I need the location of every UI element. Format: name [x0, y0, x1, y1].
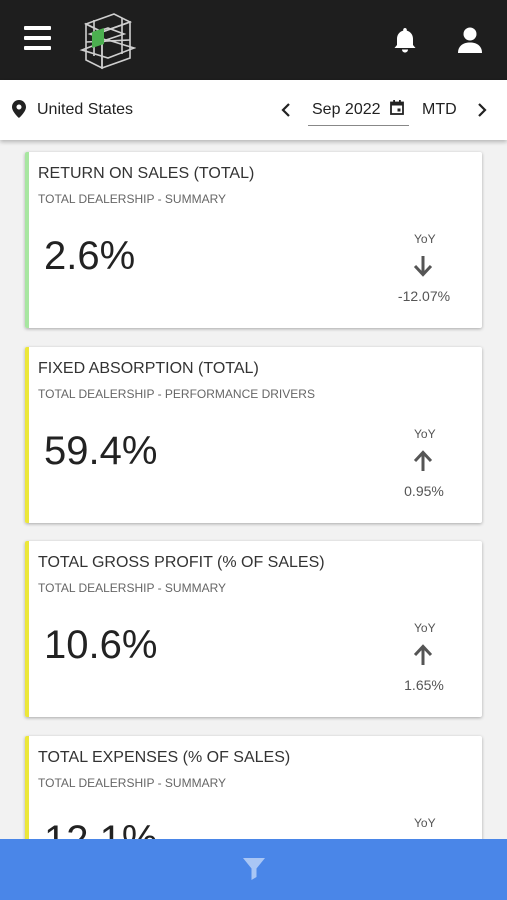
kpi-card-return-on-sales[interactable]: RETURN ON SALES (TOTAL) TOTAL DEALERSHIP… [25, 152, 482, 328]
country-selector[interactable]: United States [37, 101, 134, 118]
bell-icon[interactable] [392, 26, 418, 54]
app-header [0, 0, 507, 80]
filter-icon[interactable] [242, 857, 266, 881]
yoy-change: 0.95% [404, 483, 444, 499]
card-accent [25, 736, 29, 900]
card-subtitle: TOTAL DEALERSHIP - SUMMARY [38, 776, 227, 790]
card-title: TOTAL EXPENSES (% OF SALES) [38, 749, 291, 766]
card-value: 59.4% [44, 429, 158, 473]
filter-bottom-bar[interactable] [0, 839, 507, 900]
filter-bar: United States Sep 2022 MTD [0, 80, 507, 140]
arrow-up-icon [413, 644, 433, 665]
card-accent [25, 347, 29, 523]
date-picker[interactable]: Sep 2022 [308, 92, 409, 126]
card-title: RETURN ON SALES (TOTAL) [38, 165, 255, 182]
card-title: TOTAL GROSS PROFIT (% OF SALES) [38, 554, 325, 571]
calendar-icon [390, 100, 404, 115]
card-subtitle: TOTAL DEALERSHIP - PERFORMANCE DRIVERS [38, 387, 315, 401]
yoy-change: -12.07% [397, 288, 451, 304]
card-accent [25, 152, 29, 328]
card-subtitle: TOTAL DEALERSHIP - SUMMARY [38, 192, 227, 206]
card-subtitle: TOTAL DEALERSHIP - SUMMARY [38, 581, 227, 595]
period-selector[interactable]: MTD [422, 101, 457, 118]
user-icon[interactable] [456, 26, 484, 54]
chevron-right-icon[interactable] [476, 101, 488, 119]
card-value: 2.6% [44, 234, 136, 278]
card-accent [25, 541, 29, 717]
kpi-card-gross-profit[interactable]: TOTAL GROSS PROFIT (% OF SALES) TOTAL DE… [25, 541, 482, 717]
menu-icon[interactable] [24, 26, 51, 50]
map-pin-icon [12, 100, 26, 118]
yoy-label: YoY [414, 427, 436, 441]
chevron-left-icon[interactable] [280, 101, 292, 119]
kpi-card-fixed-absorption[interactable]: FIXED ABSORPTION (TOTAL) TOTAL DEALERSHI… [25, 347, 482, 523]
yoy-label: YoY [414, 621, 436, 635]
card-value: 10.6% [44, 623, 158, 667]
app-logo [79, 13, 136, 70]
yoy-change: 1.65% [404, 677, 444, 693]
arrow-up-icon [413, 450, 433, 471]
date-value: Sep 2022 [312, 101, 381, 118]
yoy-label: YoY [414, 232, 436, 246]
yoy-label: YoY [414, 816, 436, 830]
arrow-down-icon [413, 256, 433, 277]
card-title: FIXED ABSORPTION (TOTAL) [38, 360, 259, 377]
